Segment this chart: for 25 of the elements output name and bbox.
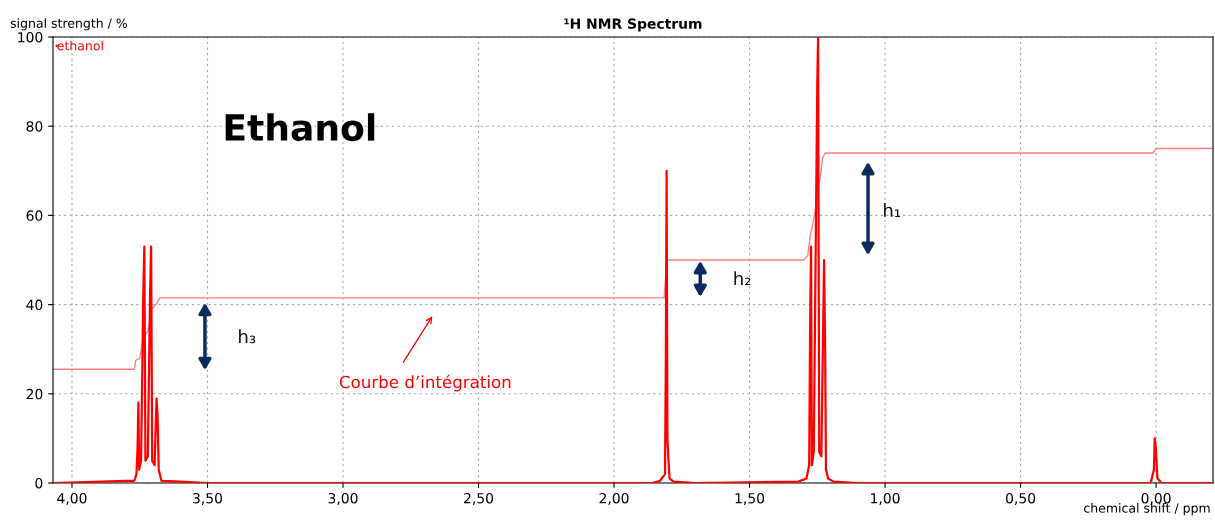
x-tick-label: 4,00 — [57, 492, 87, 505]
x-tick-label: 1,00 — [871, 492, 900, 505]
y-tick-label: 0 — [35, 477, 43, 489]
x-tick-label: 2,00 — [599, 492, 629, 505]
x-tick-label: 1,50 — [735, 492, 765, 505]
x-tick-label: 0,50 — [1006, 492, 1036, 505]
x-axis-title: chemical shift / ppm — [1084, 503, 1210, 516]
annotation: h₁ — [884, 203, 901, 217]
x-tick-label: 2,50 — [464, 492, 494, 505]
line-series — [53, 147, 1213, 370]
y-tick-label: 40 — [26, 299, 43, 311]
x-tick-label: 3,50 — [193, 492, 223, 505]
y-tick-label: 20 — [26, 388, 43, 400]
y-axis-title: signal strength / % — [10, 18, 128, 31]
y-tick-label: 60 — [26, 210, 43, 221]
y-tick-label: 80 — [26, 121, 43, 132]
x-tick-label: 3,00 — [328, 492, 358, 505]
legend-label: ethanol — [57, 40, 103, 51]
annotation: h₃ — [239, 329, 256, 344]
annotation: Ethanol — [225, 113, 375, 142]
annotation: h₂ — [734, 271, 751, 286]
chart-title: ¹H NMR Spectrum — [564, 18, 702, 32]
x-tick-label: 0,00 — [1141, 492, 1171, 505]
y-tick-label: 100 — [18, 31, 43, 43]
annotation: Courbe d’intégration — [339, 374, 511, 392]
